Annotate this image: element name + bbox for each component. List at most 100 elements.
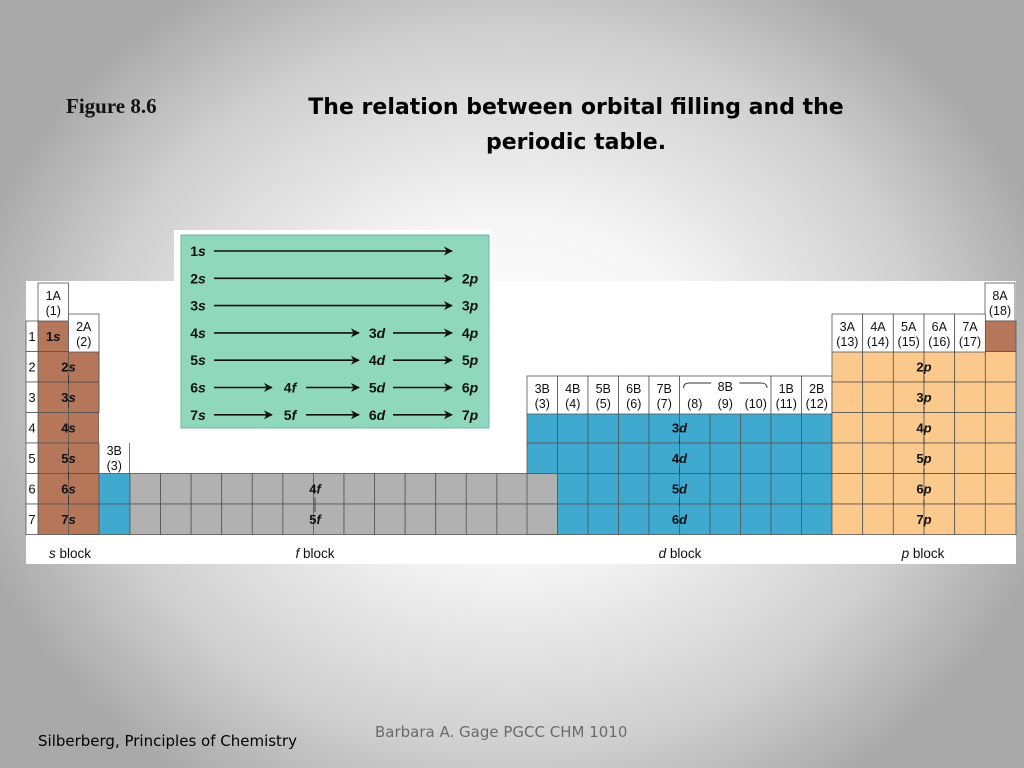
filling-order-4d: 4d [369, 352, 386, 368]
p-block-cell [923, 503, 956, 535]
f-block-cell [160, 473, 192, 505]
block-label-d: d block [659, 546, 702, 561]
f-block-cell [190, 503, 223, 535]
d-block-cell [740, 442, 772, 474]
group-4b-name: 4B [565, 382, 580, 396]
d-block-cell [618, 442, 650, 474]
f-block-cell [129, 473, 161, 505]
group-4a-name: 4A [870, 320, 886, 334]
filling-order-4f: 4f [284, 380, 298, 396]
d-block-cell [801, 503, 833, 535]
p-block-cell [923, 412, 956, 444]
d-block-cell [618, 503, 650, 535]
period-number: 4 [28, 421, 35, 436]
filling-order-7p: 7p [462, 407, 479, 423]
group-1a-cell [37, 282, 69, 322]
group-4a-number: (14) [867, 335, 889, 349]
p-block-cell [892, 381, 925, 413]
p-block-cell [954, 351, 986, 383]
group-7b-cell [648, 375, 680, 415]
filling-order-4s: 4s [190, 325, 206, 341]
group-3b-number: (3) [107, 459, 122, 473]
s-block-cell [37, 320, 69, 352]
p-block-cell [862, 473, 894, 505]
sublevel-label-4p: 4p [916, 421, 931, 436]
period-number: 6 [28, 482, 35, 497]
group-3b-name: 3B [107, 444, 122, 458]
sublevel-label-6p: 6p [916, 482, 931, 497]
group-7a-cell [954, 313, 986, 353]
d-block-cell [557, 503, 589, 535]
d-block-cell [740, 473, 772, 505]
group-7b-name: 7B [657, 382, 672, 396]
helium-cell [984, 320, 1017, 352]
p-block-cell [954, 381, 986, 413]
group-7b-number: (7) [657, 397, 672, 411]
period-number: 2 [28, 360, 35, 375]
group-3b-name: 3B [535, 382, 550, 396]
p-block-cell [923, 351, 956, 383]
group-5b-number: (5) [596, 397, 611, 411]
d-block-cell [709, 473, 741, 505]
d-block-cell [770, 503, 802, 535]
group-8b-number: (9) [718, 397, 733, 411]
d-block-cell [587, 442, 619, 474]
f-block-cell [160, 503, 192, 535]
f-block-cell [282, 473, 314, 505]
sublevel-label-5d: 5d [672, 482, 688, 497]
p-block-cell [923, 473, 956, 505]
filling-order-panel [180, 234, 490, 429]
filling-order-3s: 3s [190, 298, 206, 314]
d-block-cell [740, 503, 772, 535]
block-label-f: f block [295, 546, 334, 561]
filling-order-5d: 5d [369, 380, 386, 396]
group-2a-cell [68, 313, 100, 353]
sublevel-label-4s: 4s [61, 421, 75, 436]
d-block-cell [618, 412, 650, 444]
f-block-cell [251, 473, 284, 505]
d-block-cell [709, 503, 741, 535]
d-block-cell [526, 412, 558, 444]
block-label-s: s block [49, 546, 91, 561]
s-block: 1s 2s 3s 4s 5s 6s 7s [37, 320, 100, 535]
f-block-cell [465, 503, 498, 535]
f-block-cell [435, 473, 467, 505]
p-block-cell [862, 381, 894, 413]
d-block-cell [648, 503, 680, 535]
group-8a-cell [984, 282, 1016, 322]
p-block-cell [862, 442, 894, 474]
f-block-cell [221, 503, 253, 535]
group-3a-number: (13) [836, 335, 858, 349]
source-citation: Silberberg, Principles of Chemistry [38, 732, 297, 750]
p-block-cell [892, 442, 925, 474]
p-block-cell [831, 442, 864, 474]
d-block-cell [526, 503, 558, 535]
d-block-cell [557, 412, 589, 444]
f-block-cell [374, 473, 406, 505]
group-5a-number: (15) [898, 335, 920, 349]
f-block-cell [221, 473, 253, 505]
d-block-cell [557, 473, 589, 505]
f-block-cell [129, 503, 161, 535]
sublevel-label-5f: 5f [309, 512, 322, 527]
p-block-cell [984, 412, 1017, 444]
filling-order-6s: 6s [190, 380, 206, 396]
filling-order-5f: 5f [284, 407, 298, 423]
group-8a-number: (18) [989, 304, 1011, 318]
group-5a-cell [892, 313, 925, 353]
d-block-cell [709, 412, 741, 444]
sublevel-label-6d: 6d [672, 512, 688, 527]
group-3b-cell [98, 437, 130, 477]
credit-text: Barbara A. Gage PGCC CHM 1010 [375, 723, 628, 741]
d-block-cell [526, 442, 558, 474]
f-block-cell [343, 503, 375, 535]
group-1b-name: 1B [779, 382, 794, 396]
period-number: 1 [28, 329, 35, 344]
f-block-cell [404, 503, 437, 535]
figure-label: Figure 8.6 [66, 94, 157, 118]
filling-order-6p: 6p [462, 380, 479, 396]
d-block-cell [679, 442, 711, 474]
f-block-cell [374, 503, 406, 535]
group-2b-name: 2B [809, 382, 824, 396]
p-block-cell [984, 351, 1017, 383]
